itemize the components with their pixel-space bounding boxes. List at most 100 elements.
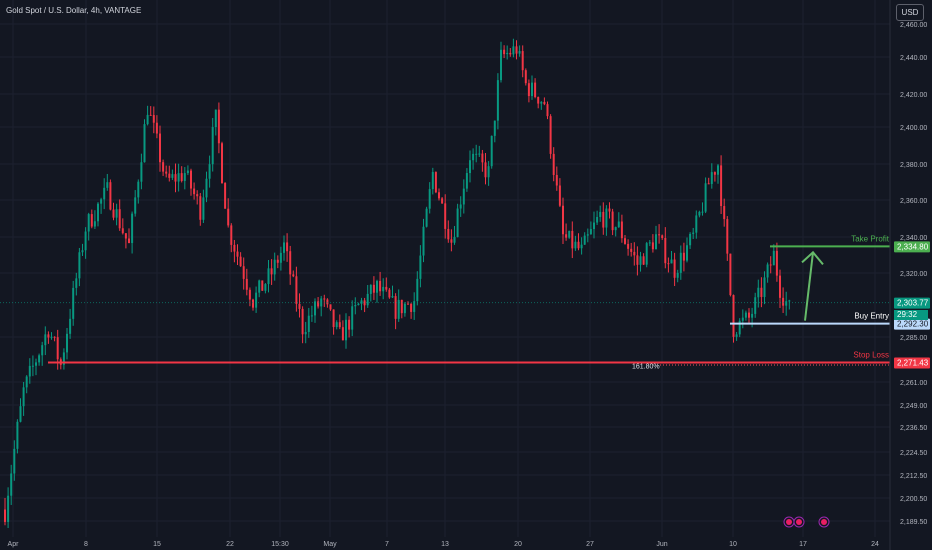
candle (301, 306, 304, 344)
candle-body (38, 355, 41, 363)
candle (686, 237, 688, 263)
candle-body (744, 312, 747, 318)
candle-body (720, 165, 723, 207)
candle (450, 229, 453, 252)
candle (701, 202, 704, 216)
candle (732, 294, 735, 343)
candle-body (732, 295, 735, 337)
candle-body (369, 284, 372, 294)
candle-body (549, 116, 552, 154)
candle-body (168, 173, 171, 178)
candle-body (134, 197, 137, 214)
candle (379, 271, 382, 296)
candle-body (444, 203, 447, 229)
candle-body (267, 268, 270, 285)
candle-body (174, 174, 177, 182)
candle-body (245, 278, 248, 290)
candle-body (673, 259, 676, 278)
candle-body (25, 376, 28, 388)
candle-body (469, 160, 471, 174)
candle-body (456, 208, 459, 238)
candle-body (382, 286, 385, 292)
target-arrow (804, 252, 814, 321)
candle (757, 279, 760, 308)
candle-body (518, 51, 521, 54)
candle (661, 234, 664, 240)
candle-body (496, 80, 499, 121)
candle (456, 203, 459, 238)
candle-body (741, 317, 744, 321)
candle-body (137, 181, 140, 198)
candle (292, 270, 295, 278)
candle-body (605, 208, 608, 228)
y-tick-label: 2,261.00 (900, 380, 927, 387)
candle-body (372, 284, 375, 293)
candle-body (642, 256, 645, 265)
candle (304, 321, 307, 344)
candle-body (391, 296, 394, 298)
currency-button[interactable]: USD (896, 4, 924, 21)
candle (487, 161, 490, 186)
take-profit-label: Take Profit (851, 234, 890, 243)
candle (289, 245, 292, 285)
candle (735, 331, 738, 341)
candle (100, 197, 103, 214)
candle-body (221, 143, 223, 184)
candle (295, 266, 298, 312)
candle (162, 159, 165, 176)
candle-body (385, 286, 388, 290)
candle (50, 332, 53, 340)
candle-body (524, 70, 527, 84)
candle-body (490, 135, 493, 167)
candle (577, 233, 580, 251)
candle-body (314, 301, 316, 316)
candle (744, 310, 747, 321)
candle (729, 253, 732, 297)
candle-body (788, 300, 791, 302)
candle (7, 487, 10, 529)
candle (741, 309, 744, 329)
candle (648, 240, 651, 247)
candle-body (394, 296, 397, 319)
y-tick-label: 2,340.00 (900, 235, 927, 242)
candle (565, 223, 568, 241)
candle-body (348, 319, 351, 330)
candle (90, 209, 93, 229)
candle-body (431, 172, 434, 190)
candle (329, 304, 332, 311)
candle-body (555, 174, 558, 186)
candle (503, 45, 506, 59)
y-tick-label: 2,420.00 (900, 92, 927, 99)
candle (155, 115, 158, 139)
candle (25, 375, 28, 394)
candle (44, 326, 47, 356)
candle-body (546, 104, 549, 117)
candle-body (679, 252, 682, 273)
fib-label: 161.80% (632, 363, 660, 370)
candle-body (128, 238, 130, 244)
candle-body (785, 301, 788, 306)
candle (441, 196, 444, 204)
candle-body (171, 174, 174, 178)
candle-body (72, 287, 75, 319)
candle (93, 210, 96, 229)
candle (270, 259, 273, 285)
buy-entry-price-badge-bg (894, 318, 930, 330)
candle-body (515, 46, 518, 54)
candle (38, 353, 41, 366)
candle-body (503, 49, 506, 55)
candle-body (118, 209, 121, 229)
candle-body (565, 234, 568, 238)
candles (4, 38, 791, 529)
current-price-badge-text: 2,303.77 (897, 299, 929, 308)
event-marker-icon-dot (786, 519, 792, 525)
buy-entry-label: Buy Entry (854, 312, 889, 321)
candle (366, 285, 369, 308)
candle (469, 150, 471, 183)
candle-body (307, 315, 310, 332)
candle (630, 242, 633, 257)
candle (174, 163, 177, 193)
candle-body (66, 333, 68, 353)
candle (509, 47, 512, 57)
